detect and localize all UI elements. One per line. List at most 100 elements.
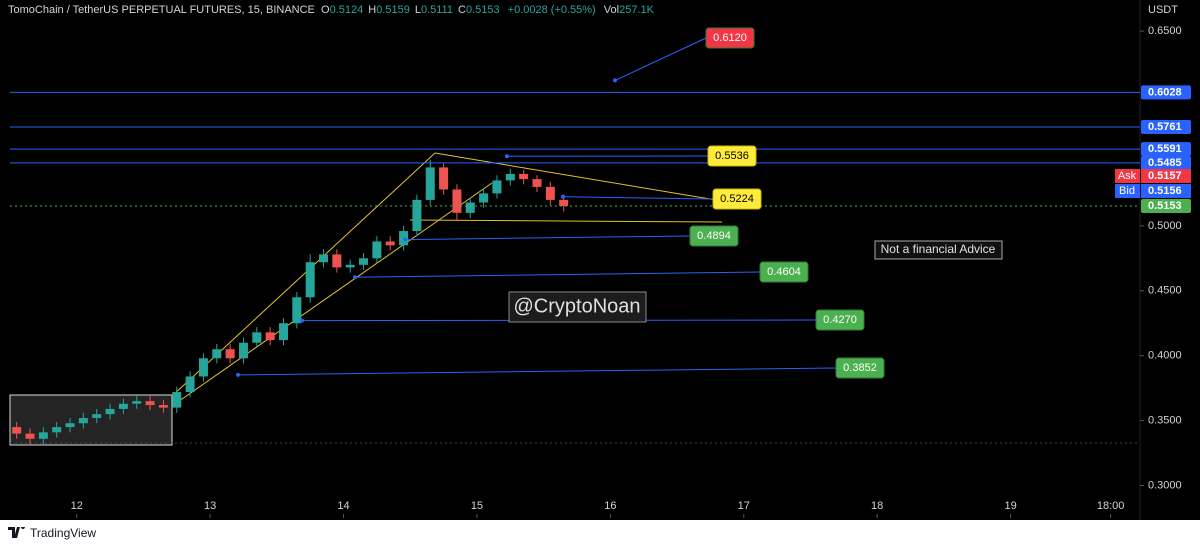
- volume-label: Vol: [603, 4, 620, 16]
- callout-anchor: [300, 318, 304, 323]
- bid-mark: [1141, 183, 1191, 198]
- bid-tag-bg: [1115, 183, 1140, 198]
- channel-upper: [171, 152, 436, 397]
- ask-tag-bg: [1115, 168, 1140, 183]
- candle-body: [198, 358, 208, 377]
- callout-anchor: [613, 78, 617, 83]
- ask-value: 0.5157: [1148, 170, 1182, 182]
- callout-label: 0.4270: [823, 314, 857, 326]
- candle-body: [332, 254, 342, 268]
- price-label-bg: [1141, 198, 1191, 213]
- candle-body: [519, 173, 529, 180]
- candle-body: [492, 180, 502, 194]
- candle-body: [559, 199, 569, 206]
- y-tick-label: 0.6500: [1148, 25, 1182, 37]
- disclaimer-box: [874, 240, 1003, 260]
- callout-line: [614, 37, 707, 81]
- x-tick-label: 19: [1004, 500, 1016, 512]
- candle-body: [118, 403, 128, 409]
- range-box: [9, 394, 173, 446]
- ask-tag: Ask: [1118, 170, 1137, 182]
- candle-body: [252, 332, 262, 343]
- callout-anchor: [403, 237, 407, 242]
- ohlc-value: 0.5159: [376, 4, 410, 16]
- candle-body: [532, 179, 542, 187]
- candle-body: [345, 264, 355, 268]
- x-tick-label: 18:00: [1097, 500, 1125, 512]
- callout-line: [562, 196, 714, 200]
- watermark: @CryptoNoan: [513, 295, 640, 317]
- candle-body: [372, 241, 382, 259]
- price-label-bg: [1141, 85, 1191, 100]
- callout-box: [705, 27, 755, 49]
- candle-body: [12, 427, 22, 434]
- candle-body: [412, 199, 422, 232]
- candle-body: [465, 202, 475, 213]
- callout-line: [354, 271, 761, 278]
- price-label-bg: [1141, 142, 1191, 157]
- candle-body: [439, 167, 449, 190]
- change: +0.0028 (+0.55%): [507, 4, 596, 16]
- brand: TradingView: [30, 526, 97, 540]
- callout-label: 0.3852: [843, 362, 877, 374]
- volume: 257.1K: [619, 4, 654, 16]
- bid-tag: Bid: [1119, 185, 1135, 197]
- x-tick-label: 14: [337, 500, 349, 512]
- candle-body: [265, 332, 275, 341]
- callout-box: [759, 261, 809, 283]
- triangle-lower: [409, 219, 723, 223]
- candle-body: [238, 342, 248, 359]
- candles: [12, 159, 569, 444]
- ohlc-value: 0.5124: [329, 4, 364, 16]
- callout-box: [815, 309, 865, 331]
- candle-body: [185, 376, 195, 393]
- candle-body: [105, 408, 115, 415]
- y-tick-label: 0.4000: [1148, 350, 1182, 362]
- ask-mark: [1141, 168, 1191, 183]
- candle-body: [65, 423, 75, 428]
- candle-body: [425, 167, 435, 200]
- candle-body: [545, 186, 555, 200]
- price-label-bg: [1141, 155, 1191, 170]
- disclaimer: Not a financial Advice: [881, 242, 996, 256]
- callout-line: [237, 367, 837, 376]
- price-label-bg: [1141, 120, 1191, 135]
- candle-body: [38, 432, 48, 439]
- callout-box: [835, 357, 885, 379]
- candle-body: [212, 349, 222, 359]
- callout-box: [689, 225, 739, 247]
- candle-body: [92, 414, 102, 419]
- bid-value: 0.5156: [1148, 185, 1182, 197]
- ohlc-value: 0.5111: [420, 4, 453, 16]
- candle-body: [359, 258, 369, 265]
- candle-body: [145, 401, 155, 406]
- candle-body: [278, 323, 288, 341]
- candle-body: [452, 189, 462, 213]
- candle-body: [305, 262, 315, 298]
- ohlc-value: 0.5153: [465, 4, 500, 16]
- price-label: 0.5485: [1148, 157, 1182, 169]
- callout-label: 0.4604: [767, 266, 801, 278]
- callout-anchor: [353, 275, 357, 280]
- callout-anchor: [236, 372, 240, 377]
- candle-body: [25, 433, 35, 439]
- y-axis-label: USDT: [1148, 4, 1178, 16]
- candle-body: [319, 254, 329, 263]
- watermark-box: [508, 291, 647, 323]
- y-tick-label: 0.3000: [1148, 479, 1182, 491]
- ohlc-label: H: [368, 4, 377, 16]
- callout-box: [707, 145, 757, 167]
- candle-body: [225, 349, 235, 359]
- symbol: TomoChain / TetherUS PERPETUAL FUTURES, …: [8, 4, 315, 16]
- x-tick-label: 16: [604, 500, 616, 512]
- x-tick-label: 18: [871, 500, 883, 512]
- callout-label: 0.6120: [713, 32, 747, 44]
- candle-body: [158, 405, 168, 408]
- candle-body: [479, 193, 489, 203]
- x-tick-label: 13: [204, 500, 216, 512]
- chart-panel: USDT 0.6500 0.5000 0.4500 0.4000 0.3500 0.300…: [0, 0, 1200, 520]
- footer: TradingView: [8, 526, 96, 540]
- candle-body: [399, 231, 409, 246]
- ohlc: O0.5124 H0.5159 L0.5111 C0.5153: [321, 4, 505, 16]
- candle-body: [132, 401, 142, 404]
